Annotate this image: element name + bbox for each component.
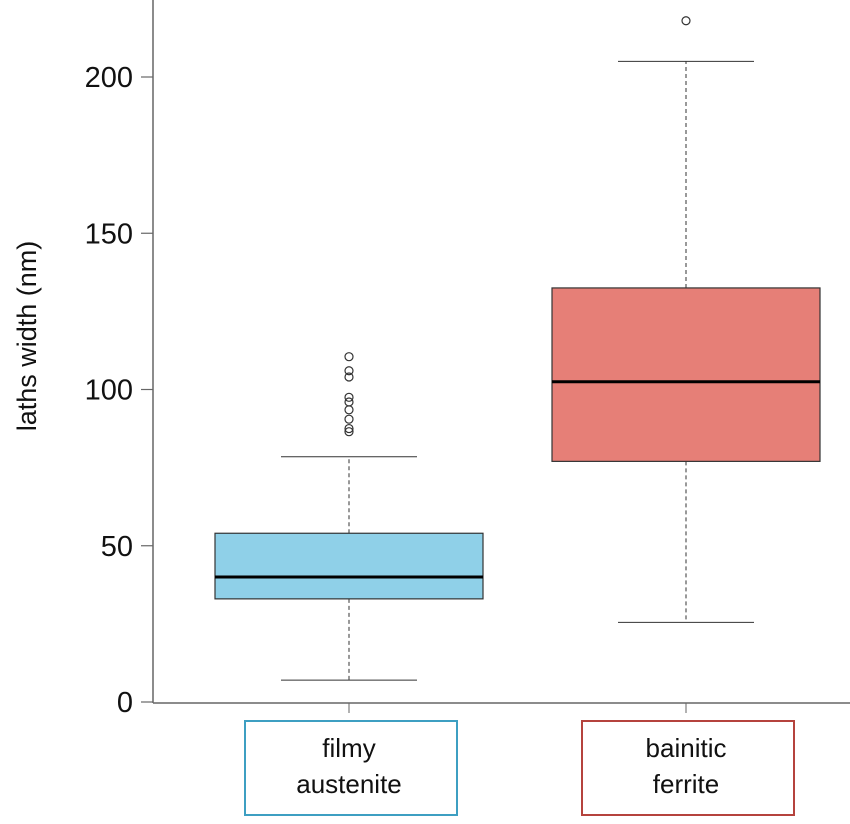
outlier-point (344, 372, 354, 382)
axes: 0 50 100 150 200 (85, 0, 850, 719)
y-tick-label: 50 (101, 531, 133, 563)
outlier-point (344, 352, 354, 362)
outlier-point (344, 405, 354, 415)
category-label-box (244, 720, 458, 816)
boxes (214, 16, 821, 681)
y-tick-label: 0 (117, 687, 133, 719)
box-1 (551, 16, 821, 623)
category-label-box (581, 720, 795, 816)
iqr-box (551, 287, 821, 462)
outlier-point (344, 427, 354, 437)
y-tick-label: 100 (85, 375, 133, 407)
category-labels: filmy austenite bainitic ferrite (244, 720, 795, 816)
outlier-point (344, 423, 354, 434)
outlier-point (344, 366, 354, 376)
iqr-box (214, 532, 484, 600)
box-0 (214, 352, 484, 681)
category-label-text: austenite (296, 769, 402, 799)
outlier-point (344, 392, 354, 402)
y-tick-label: 200 (85, 62, 133, 94)
outlier-point (681, 16, 691, 26)
y-tick-label: 150 (85, 218, 133, 250)
category-label-text: filmy (322, 733, 375, 763)
y-axis-label: laths width (nm) (12, 241, 42, 432)
category-label-text: bainitic (646, 733, 727, 763)
outlier-point (344, 414, 354, 424)
category-label-text: ferrite (653, 769, 719, 799)
outlier-point (344, 397, 354, 407)
